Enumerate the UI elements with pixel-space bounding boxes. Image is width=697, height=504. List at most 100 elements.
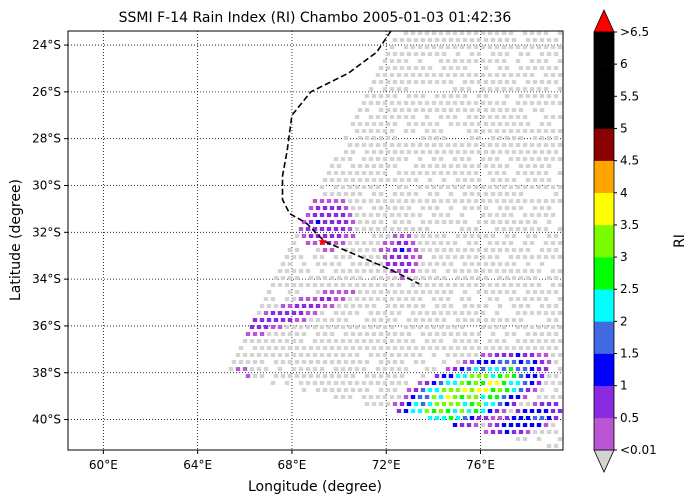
data-point <box>557 143 563 147</box>
colorbar-segment <box>594 321 614 354</box>
data-point <box>459 325 465 329</box>
data-point <box>522 171 528 175</box>
data-point <box>420 248 426 252</box>
data-point <box>378 276 384 280</box>
data-point <box>511 136 517 140</box>
data-point <box>375 353 381 357</box>
data-point <box>459 199 465 203</box>
colorbar-tick-label: 3.5 <box>620 218 639 232</box>
data-point <box>511 318 517 322</box>
data-point <box>431 353 437 357</box>
data-point <box>319 325 325 329</box>
data-point <box>326 171 332 175</box>
data-point <box>329 388 335 392</box>
data-point <box>557 395 563 399</box>
data-point <box>396 339 402 343</box>
data-point <box>298 353 304 357</box>
data-point <box>277 367 283 371</box>
data-point <box>284 269 290 273</box>
data-point <box>287 360 293 364</box>
data-point <box>343 178 349 182</box>
data-point <box>406 66 412 70</box>
data-point <box>515 325 521 329</box>
data-point <box>455 178 461 182</box>
data-point <box>487 353 493 357</box>
colorbar-tick-label: 3 <box>620 250 628 264</box>
data-point <box>420 304 426 308</box>
data-point <box>396 199 402 203</box>
data-point <box>368 311 374 315</box>
data-point <box>424 409 430 413</box>
data-point <box>329 360 335 364</box>
data-point <box>497 318 503 322</box>
data-point <box>382 115 388 119</box>
data-point <box>389 213 395 217</box>
data-point <box>284 325 290 329</box>
data-point <box>333 241 339 245</box>
data-point <box>347 311 353 315</box>
data-point <box>546 164 552 168</box>
data-point <box>550 409 556 413</box>
data-point <box>350 192 356 196</box>
colorbar-segment <box>594 385 614 419</box>
data-point <box>448 108 454 112</box>
data-point <box>410 45 416 49</box>
data-point <box>399 178 405 182</box>
data-point <box>413 346 419 350</box>
data-point <box>515 297 521 301</box>
data-point <box>368 129 374 133</box>
data-point <box>483 108 489 112</box>
data-point <box>375 255 381 259</box>
data-point <box>501 87 507 91</box>
data-point <box>557 325 563 329</box>
data-point <box>434 262 440 266</box>
data-point <box>557 45 563 49</box>
data-point <box>326 381 332 385</box>
data-point <box>333 311 339 315</box>
data-point <box>497 206 503 210</box>
data-point <box>343 318 349 322</box>
data-point <box>389 311 395 315</box>
data-point <box>308 220 314 224</box>
data-point <box>417 171 423 175</box>
data-point <box>441 38 447 42</box>
data-point <box>350 220 356 224</box>
data-point <box>501 339 507 343</box>
data-point <box>557 31 563 35</box>
data-point <box>532 290 538 294</box>
data-point <box>501 381 507 385</box>
data-point <box>536 87 542 91</box>
data-point <box>553 346 559 350</box>
colorbar-segment <box>594 353 614 386</box>
data-point <box>322 360 328 364</box>
data-point <box>326 353 332 357</box>
data-point <box>333 381 339 385</box>
x-axis-ticks: 60°E 64°E 68°E 72°E 76°E <box>89 450 495 472</box>
data-point <box>557 101 563 105</box>
data-point <box>424 171 430 175</box>
data-point <box>252 332 258 336</box>
data-point <box>557 381 563 385</box>
data-point <box>427 332 433 336</box>
data-point <box>389 297 395 301</box>
data-point <box>445 31 451 35</box>
data-point <box>539 66 545 70</box>
data-point <box>543 59 549 63</box>
data-point <box>494 101 500 105</box>
data-point <box>364 220 370 224</box>
data-point <box>525 388 531 392</box>
data-point <box>427 108 433 112</box>
data-point <box>431 325 437 329</box>
data-point <box>420 290 426 294</box>
data-point <box>518 360 524 364</box>
data-point <box>368 255 374 259</box>
data-point <box>434 416 440 420</box>
data-point <box>476 290 482 294</box>
data-point <box>515 101 521 105</box>
data-point <box>504 276 510 280</box>
data-point <box>403 45 409 49</box>
data-point <box>413 66 419 70</box>
plot-frame <box>67 30 564 451</box>
data-point <box>406 332 412 336</box>
data-point <box>494 157 500 161</box>
